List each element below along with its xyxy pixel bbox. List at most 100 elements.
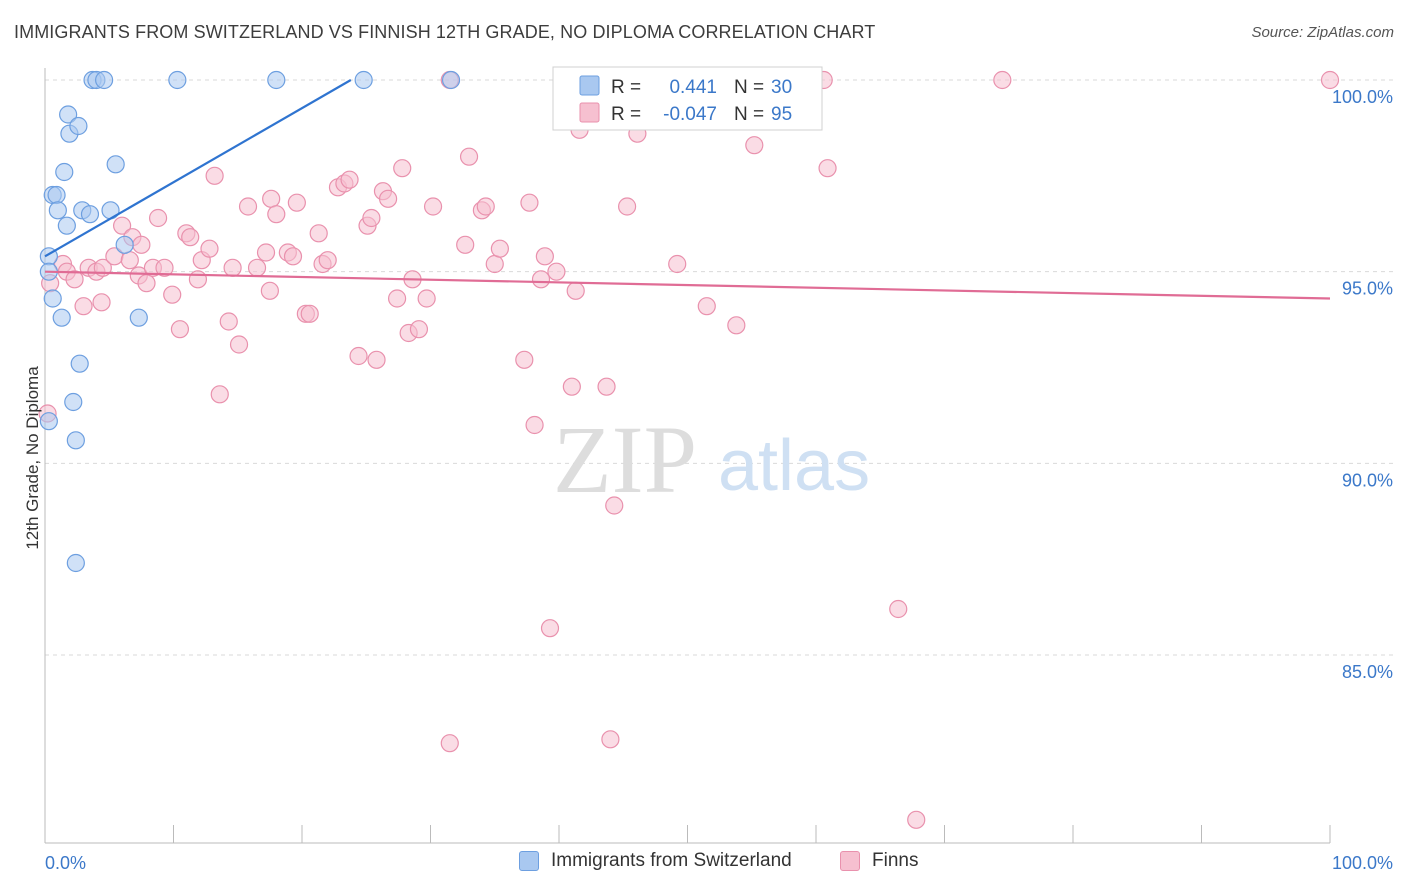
switzerland-point — [66, 553, 85, 573]
legend-item-finns[interactable]: Finns — [840, 850, 918, 872]
watermark-atlas: atlas — [718, 426, 870, 506]
switzerland-point — [441, 70, 461, 90]
finns-point — [283, 247, 303, 266]
finns-point — [137, 274, 156, 293]
finns-point — [92, 293, 111, 312]
finns-point — [287, 193, 306, 212]
finns-point — [490, 239, 509, 258]
legend-item-switzerland[interactable]: Immigrants from Switzerland — [519, 850, 792, 872]
switzerland-point — [168, 70, 187, 90]
switzerland-point — [80, 205, 100, 224]
legend-n-label-2: N = — [734, 104, 764, 125]
finns-point — [340, 170, 359, 189]
finns-point — [818, 159, 837, 178]
switzerland-point — [354, 70, 373, 90]
finns-point — [440, 734, 459, 753]
finns-point — [520, 193, 539, 212]
finns-point — [74, 297, 93, 316]
finns-point — [205, 166, 224, 185]
x-tick-label: 100.0% — [1332, 853, 1393, 873]
legend-swatch-switzerland — [519, 851, 539, 871]
legend-r-label-1: R = — [611, 77, 641, 98]
finns-point — [409, 320, 429, 339]
y-tick-label: 90.0% — [1342, 470, 1393, 490]
finns-point — [267, 205, 286, 224]
finns-point — [112, 216, 132, 235]
finns-point — [540, 619, 560, 638]
finns-point — [238, 197, 258, 216]
finns-point — [907, 810, 926, 829]
finns-point — [597, 377, 616, 396]
switzerland-point — [43, 289, 62, 308]
legend-r-label-2: R = — [611, 104, 641, 125]
finns-point — [260, 281, 279, 300]
finns-point — [393, 159, 412, 178]
finns-point — [132, 235, 151, 254]
finns-point — [535, 247, 554, 266]
legend-n-value-2: 95 — [771, 104, 792, 125]
finns-point — [525, 415, 544, 435]
switzerland-point — [129, 308, 148, 327]
finns-point — [65, 270, 84, 289]
finns-point — [120, 251, 139, 270]
switzerland-point — [47, 185, 66, 205]
legend-n-value-1: 30 — [771, 77, 792, 98]
finns-point — [155, 258, 174, 277]
finns-point — [459, 147, 479, 166]
switzerland-point — [59, 105, 78, 124]
legend-swatch-blue — [579, 75, 600, 96]
legend-r-value-2: -0.047 — [663, 104, 717, 125]
finns-point — [618, 197, 637, 216]
switzerland-point — [106, 155, 125, 174]
y-tick-label: 85.0% — [1342, 662, 1393, 682]
finns-point — [163, 285, 182, 304]
finns-point — [229, 335, 249, 354]
x-tick-label: 0.0% — [45, 853, 86, 873]
chart-title: IMMIGRANTS FROM SWITZERLAND VS FINNISH 1… — [14, 22, 876, 42]
axes — [44, 68, 1331, 844]
switzerland-point — [70, 354, 89, 373]
finns-point — [170, 320, 190, 339]
finns-point — [562, 377, 581, 396]
y-tick-label: 100.0% — [1332, 87, 1393, 107]
finns-point — [697, 297, 716, 316]
finns-point — [1320, 70, 1340, 90]
finns-point — [200, 239, 219, 258]
switzerland-point — [66, 431, 85, 450]
finns-point — [417, 289, 436, 308]
switzerland-point — [55, 162, 74, 182]
finns-point — [309, 224, 328, 243]
finns-trend-line — [44, 270, 1331, 300]
legend-label-finns: Finns — [872, 850, 919, 871]
finns-point — [727, 316, 746, 335]
trend-lines — [44, 79, 1331, 300]
finns-point — [362, 208, 381, 228]
finns-point — [745, 136, 764, 155]
grid-lines — [45, 79, 1393, 656]
finns-point — [605, 496, 624, 515]
legend-n-label-1: N = — [734, 77, 764, 98]
switzerland-point — [39, 412, 58, 431]
legend-swatch-finns — [840, 851, 860, 871]
finns-point — [262, 189, 281, 208]
finns-point — [256, 243, 276, 262]
switzerland-point — [52, 308, 71, 327]
series-legend: Immigrants from Switzerland Finns — [0, 850, 1406, 880]
stats-legend: R = 0.441 N = 30 R = -0.047 N = 95 — [552, 66, 823, 131]
finns-point — [566, 281, 585, 300]
finns-point — [423, 197, 443, 216]
y-tick-label: 95.0% — [1342, 279, 1393, 299]
finns-point — [515, 350, 534, 369]
legend-label-switzerland: Immigrants from Switzerland — [551, 850, 792, 871]
finns-point — [889, 599, 908, 619]
switzerland-point — [95, 70, 114, 90]
switzerland-point — [115, 235, 134, 254]
finns-point — [148, 208, 168, 228]
switzerland-trend-line — [44, 79, 352, 258]
switzerland-point — [64, 392, 83, 412]
legend-swatch-pink — [579, 102, 600, 123]
finns-point — [531, 270, 551, 289]
finns-point — [181, 228, 200, 247]
finns-point — [210, 385, 229, 404]
finns-point — [219, 312, 238, 331]
